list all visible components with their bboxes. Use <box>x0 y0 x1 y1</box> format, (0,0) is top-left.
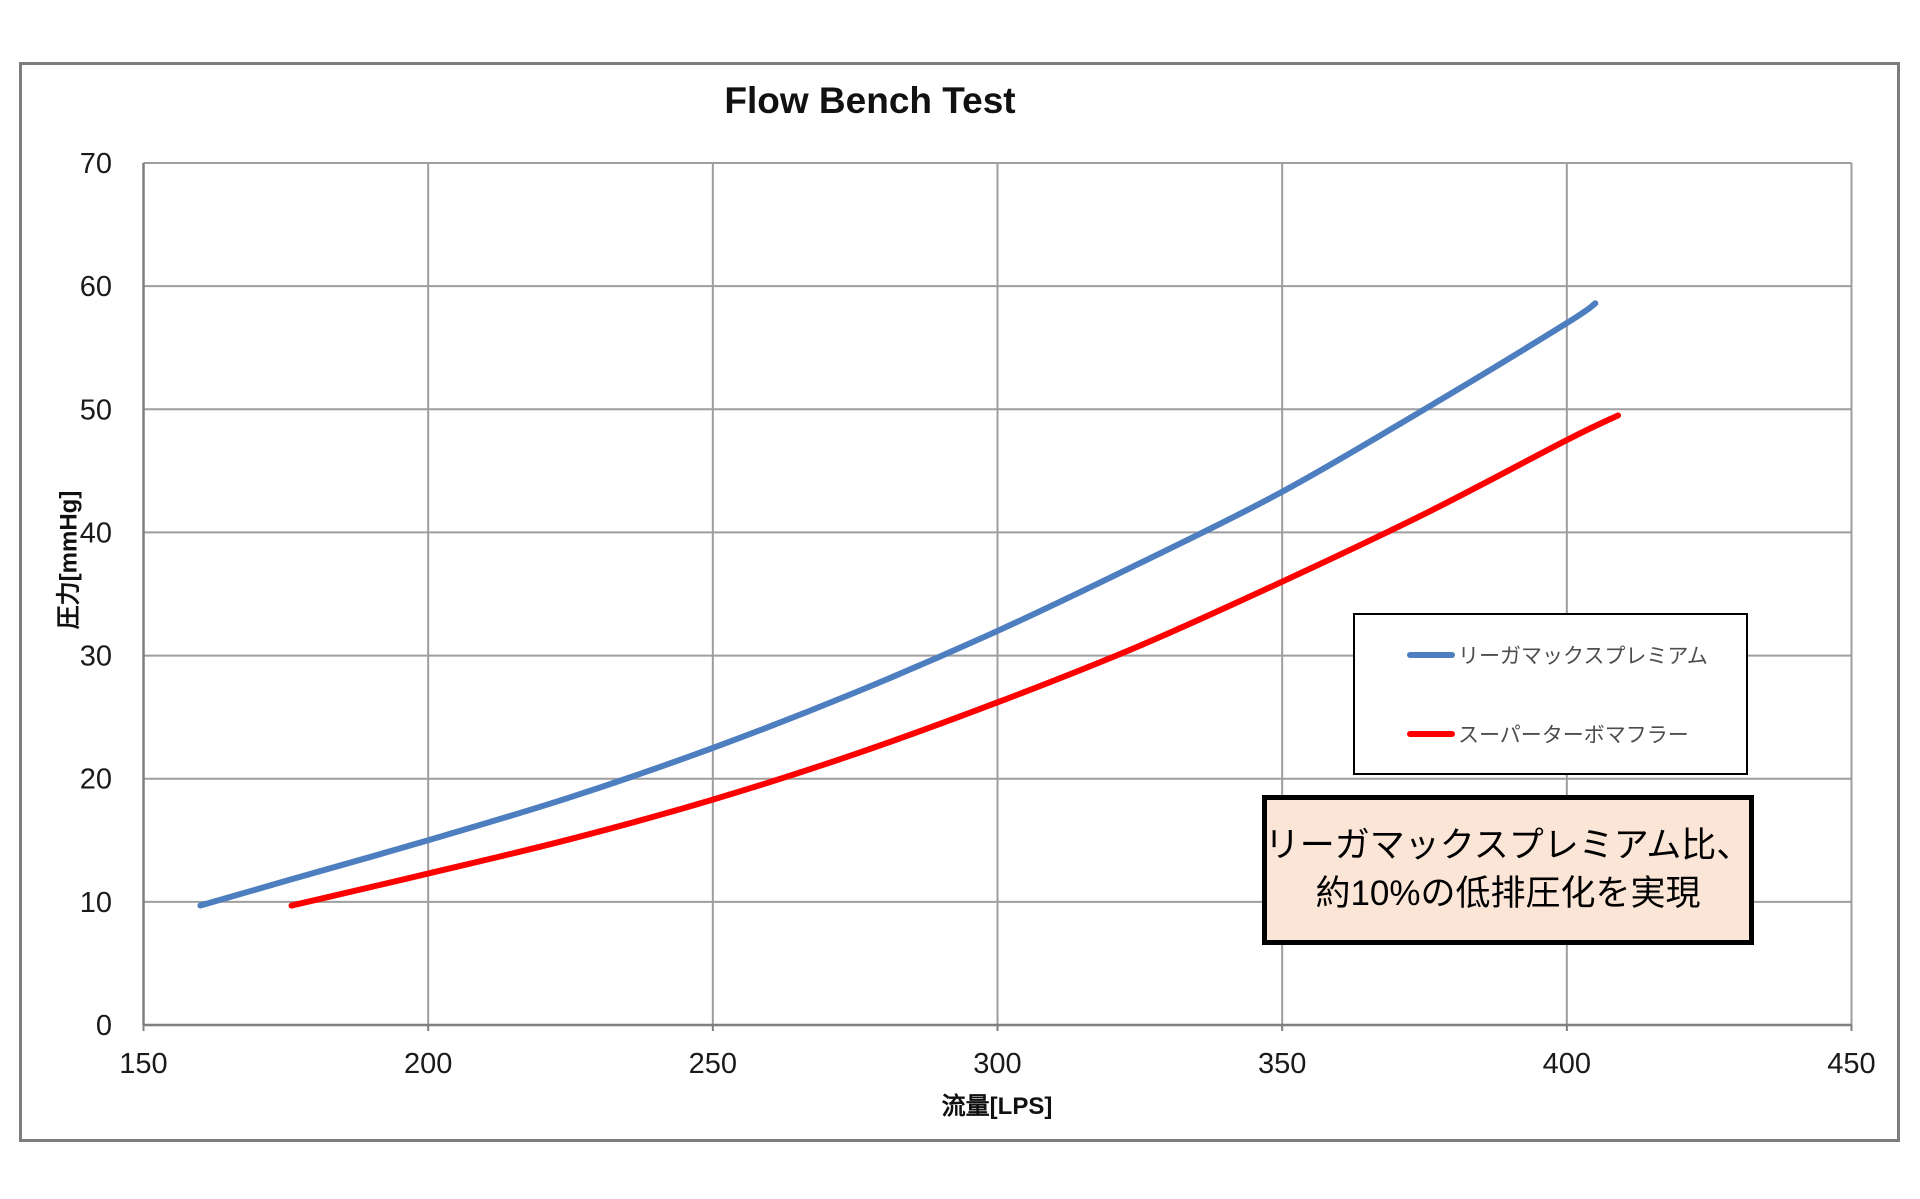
y-tick-label: 50 <box>80 394 112 426</box>
x-tick-label: 300 <box>973 1048 1021 1080</box>
y-tick-label: 40 <box>80 517 112 549</box>
legend: リーガマックスプレミアム スーパーターボマフラー <box>1353 613 1748 775</box>
chart-outer-frame <box>19 62 1900 1142</box>
legend-label: スーパーターボマフラー <box>1458 723 1689 747</box>
series-line-riga-max-premium <box>197 300 1599 909</box>
y-tick-label: 20 <box>80 764 112 796</box>
x-tick-label: 200 <box>404 1048 452 1080</box>
x-tick-label: 400 <box>1543 1048 1591 1080</box>
legend-label: リーガマックスプレミアム <box>1458 644 1708 668</box>
annotation-text-line2: 約10%の低排圧化を実現 <box>1315 874 1701 913</box>
annotation-text-line1: リーガマックスプレミアム比、 <box>1264 825 1752 865</box>
y-tick-label: 10 <box>80 887 112 919</box>
y-tick-label: 30 <box>80 641 112 673</box>
y-tick-label: 60 <box>80 271 112 303</box>
x-tick-label: 250 <box>689 1048 737 1080</box>
legend-swatch-blue-line-icon <box>1407 651 1455 658</box>
legend-item-riga-max-premium: リーガマックスプレミアム <box>1355 615 1746 694</box>
series-line-super-turbo-muffler <box>288 412 1622 909</box>
x-tick-label: 150 <box>119 1048 167 1080</box>
y-tick-label: 0 <box>96 1010 112 1042</box>
annotation-callout: リーガマックスプレミアム比、 約10%の低排圧化を実現 <box>1262 795 1754 945</box>
x-tick-label: 450 <box>1827 1048 1875 1080</box>
x-tick-label: 350 <box>1258 1048 1306 1080</box>
legend-swatch-red-line-icon <box>1407 730 1455 737</box>
y-axis-title: 圧力[mmHg] <box>55 490 83 630</box>
chart-title: Flow Bench Test <box>724 80 1016 121</box>
y-tick-label: 70 <box>80 148 112 180</box>
legend-item-super-turbo-muffler: スーパーターボマフラー <box>1355 694 1746 773</box>
x-axis-title: 流量[LPS] <box>941 1093 1053 1120</box>
